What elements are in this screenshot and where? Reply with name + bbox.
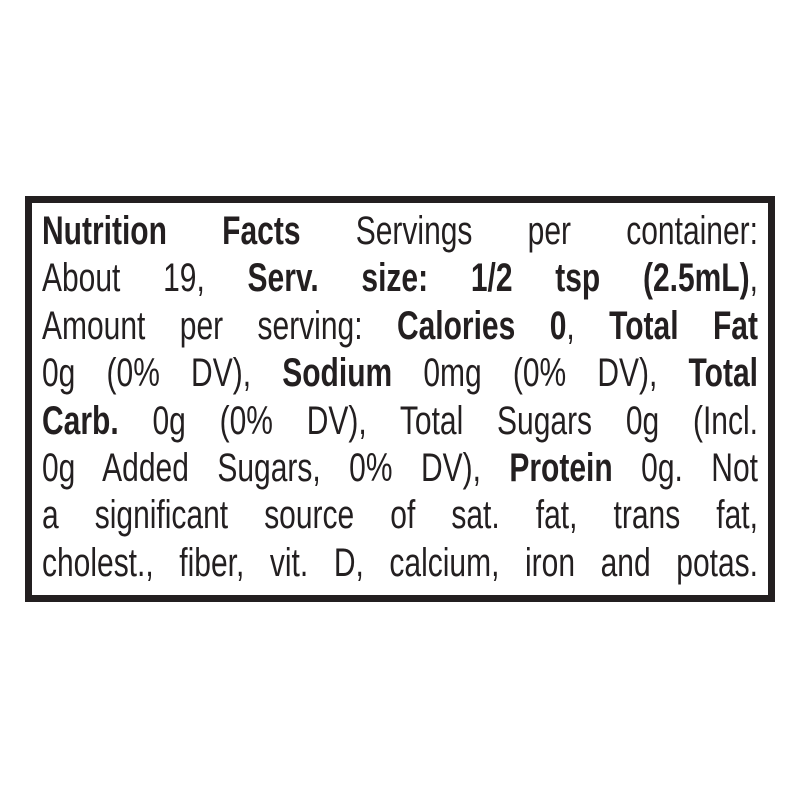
- nutrition-label-text: Nutrition Facts Servings per container: …: [42, 208, 758, 587]
- nutrition-line-2: About 19, Serv. size: 1/2 tsp (2.5mL),: [42, 255, 758, 302]
- not-significant-source-text: a significant source of sat. fat, trans …: [42, 493, 758, 538]
- protein-value: 0g. Not: [612, 445, 758, 490]
- text-segment: ,: [749, 256, 758, 301]
- carb-and-sugars-values: 0g (0% DV), Total Sugars 0g (Incl.: [118, 398, 758, 443]
- servings-count-text: About 19,: [42, 256, 248, 301]
- nutrition-line-4: 0g (0% DV), Sodium 0mg (0% DV), Total: [42, 350, 758, 397]
- text-segment: ,: [566, 303, 610, 348]
- sodium-value: 0mg (0% DV),: [392, 351, 689, 396]
- nutrition-label-box: Nutrition Facts Servings per container: …: [25, 196, 775, 602]
- nutrition-line-6: 0g Added Sugars, 0% DV), Protein 0g. Not: [42, 445, 758, 492]
- added-sugars-value: 0g Added Sugars, 0% DV),: [42, 445, 510, 490]
- total-carb-label-part1: Total: [688, 351, 758, 396]
- nutrition-line-1: Nutrition Facts Servings per container:: [42, 208, 758, 255]
- serving-size-text: Serv. size: 1/2 tsp (2.5mL): [247, 256, 750, 301]
- sodium-label: Sodium: [282, 351, 393, 396]
- total-fat-value: 0g (0% DV),: [42, 351, 283, 396]
- total-carb-label-part2: Carb.: [42, 398, 119, 443]
- nutrition-line-5: Carb. 0g (0% DV), Total Sugars 0g (Incl.: [42, 398, 758, 445]
- servings-per-container-label: Servings per container:: [300, 209, 758, 253]
- nutrition-line-3: Amount per serving: Calories 0, Total Fa…: [42, 303, 758, 350]
- nutrition-facts-title: Nutrition Facts: [42, 209, 301, 253]
- protein-label: Protein: [509, 445, 613, 490]
- calories-text: Calories 0: [396, 303, 567, 348]
- nutrition-line-7: a significant source of sat. fat, trans …: [42, 492, 758, 539]
- not-significant-source-text-cont: cholest., fiber, vit. D, calcium, iron a…: [42, 540, 758, 585]
- total-fat-label: Total Fat: [609, 303, 758, 348]
- nutrition-line-8: cholest., fiber, vit. D, calcium, iron a…: [42, 540, 758, 587]
- amount-per-serving-label: Amount per serving:: [42, 303, 397, 348]
